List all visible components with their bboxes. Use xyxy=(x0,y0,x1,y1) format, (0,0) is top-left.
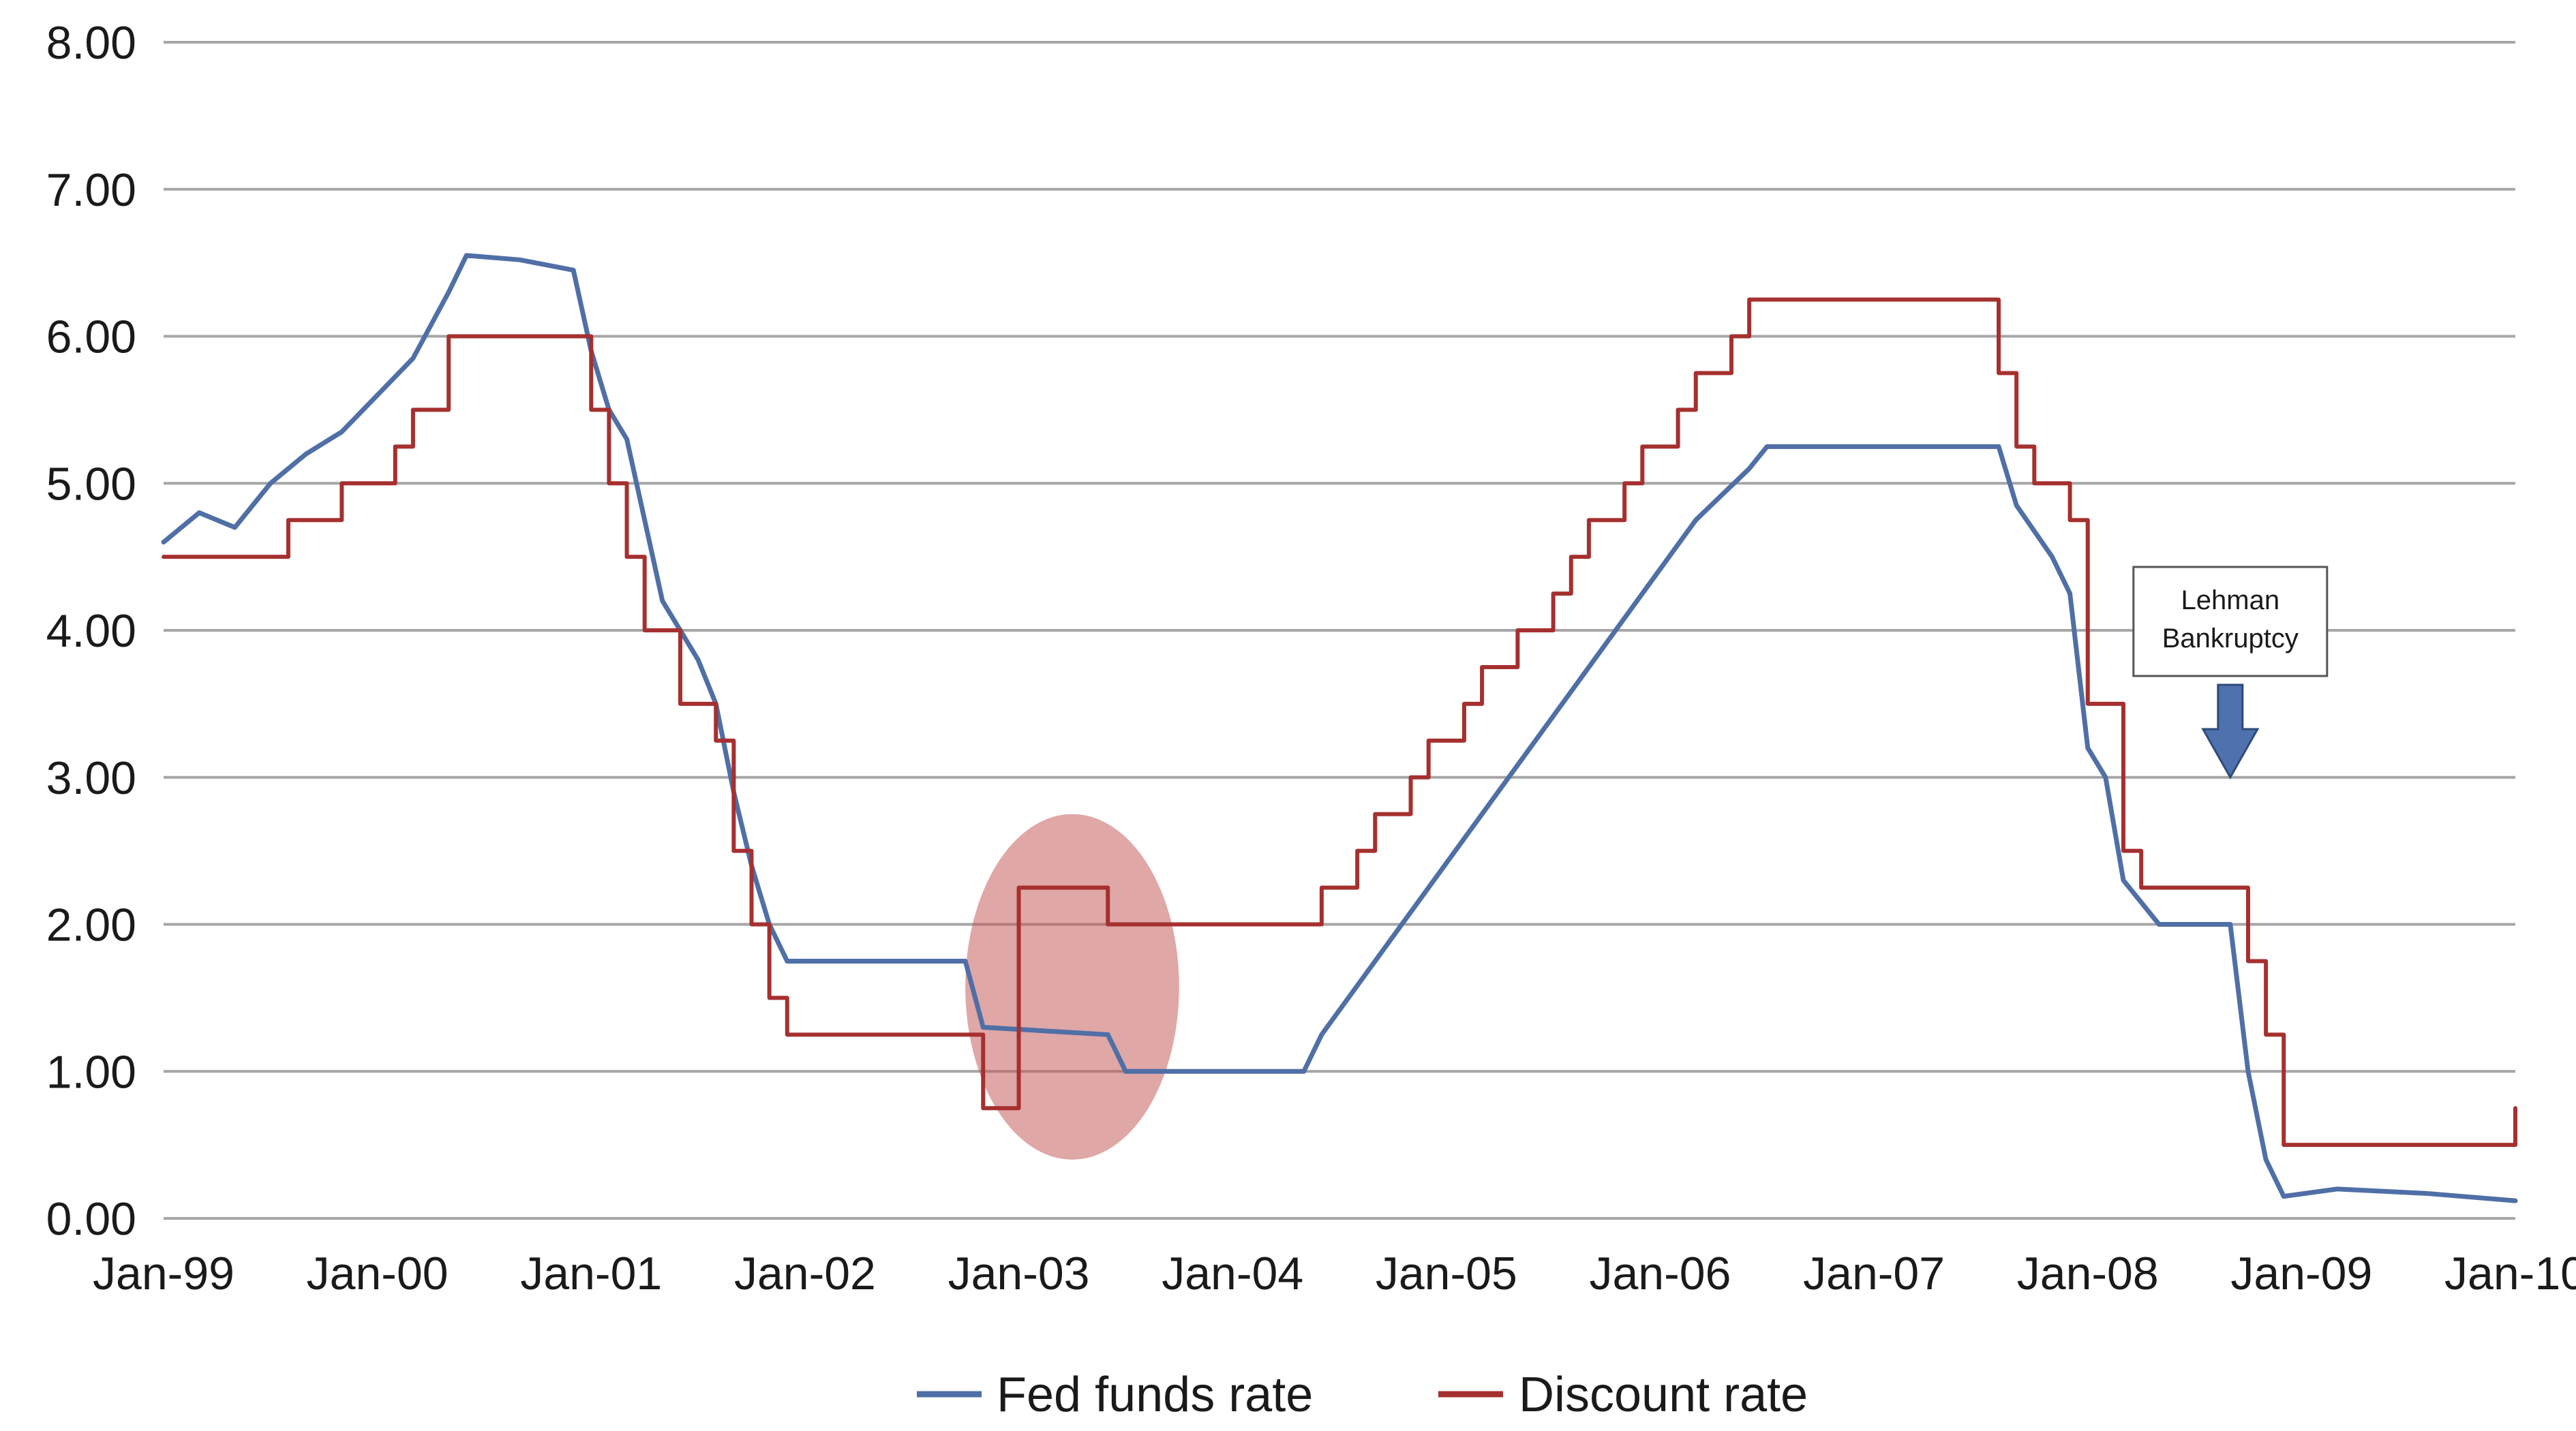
series-layer xyxy=(161,253,2518,1203)
legend-item: Fed funds rate xyxy=(917,1368,1313,1422)
down-arrow-icon xyxy=(2201,683,2260,780)
y-tick-label: 1.00 xyxy=(46,1046,136,1098)
x-tick-label: Jan-08 xyxy=(2017,1248,2159,1299)
series-line-2 xyxy=(162,297,2517,1148)
y-tick-label: 8.00 xyxy=(46,17,136,69)
y-tick-label: 0.00 xyxy=(46,1193,136,1245)
y-axis: 0.00 1.00 2.00 3.00 4.00 5.00 6.00 7.00 8.00 xyxy=(46,17,136,1245)
legend-label: Discount rate xyxy=(1519,1368,1808,1422)
y-tick-label: 3.00 xyxy=(46,752,136,804)
x-tick-label: Jan-04 xyxy=(1162,1248,1303,1299)
x-tick-label: Jan-07 xyxy=(1803,1248,1945,1299)
annotation-layer: Lehman Bankruptcy xyxy=(2132,566,2329,780)
y-tick-label: 6.00 xyxy=(46,311,136,363)
x-tick-label: Jan-00 xyxy=(307,1248,449,1299)
annotation-label: Lehman xyxy=(2181,585,2280,615)
x-tick-label: Jan-99 xyxy=(93,1248,234,1299)
y-tick-label: 2.00 xyxy=(46,899,136,951)
legend-item: Discount rate xyxy=(1438,1368,1808,1422)
annotation-callout: Lehman Bankruptcy xyxy=(2132,566,2329,780)
legend-label: Fed funds rate xyxy=(997,1368,1313,1422)
x-tick-label: Jan-09 xyxy=(2230,1248,2372,1299)
annotation-label: Bankruptcy xyxy=(2162,624,2299,653)
annotation-box xyxy=(2132,566,2329,677)
y-tick-label: 5.00 xyxy=(46,458,136,510)
x-tick-label: Jan-01 xyxy=(520,1248,662,1299)
series-line-1 xyxy=(161,253,2518,1203)
x-tick-label: Jan-03 xyxy=(948,1248,1090,1299)
x-tick-label: Jan-06 xyxy=(1589,1248,1731,1299)
x-tick-label: Jan-02 xyxy=(734,1248,876,1299)
x-axis: Jan-99 Jan-00 Jan-01 Jan-02 Jan-03 Jan-04 Jan-… xyxy=(93,1248,2576,1299)
x-tick-label: Jan-05 xyxy=(1376,1248,1517,1299)
y-tick-label: 4.00 xyxy=(46,605,136,657)
legend: Fed funds rate Discount rate xyxy=(917,1368,1808,1422)
y-tick-label: 7.00 xyxy=(46,164,136,216)
x-tick-label: Jan-10 xyxy=(2444,1248,2576,1299)
